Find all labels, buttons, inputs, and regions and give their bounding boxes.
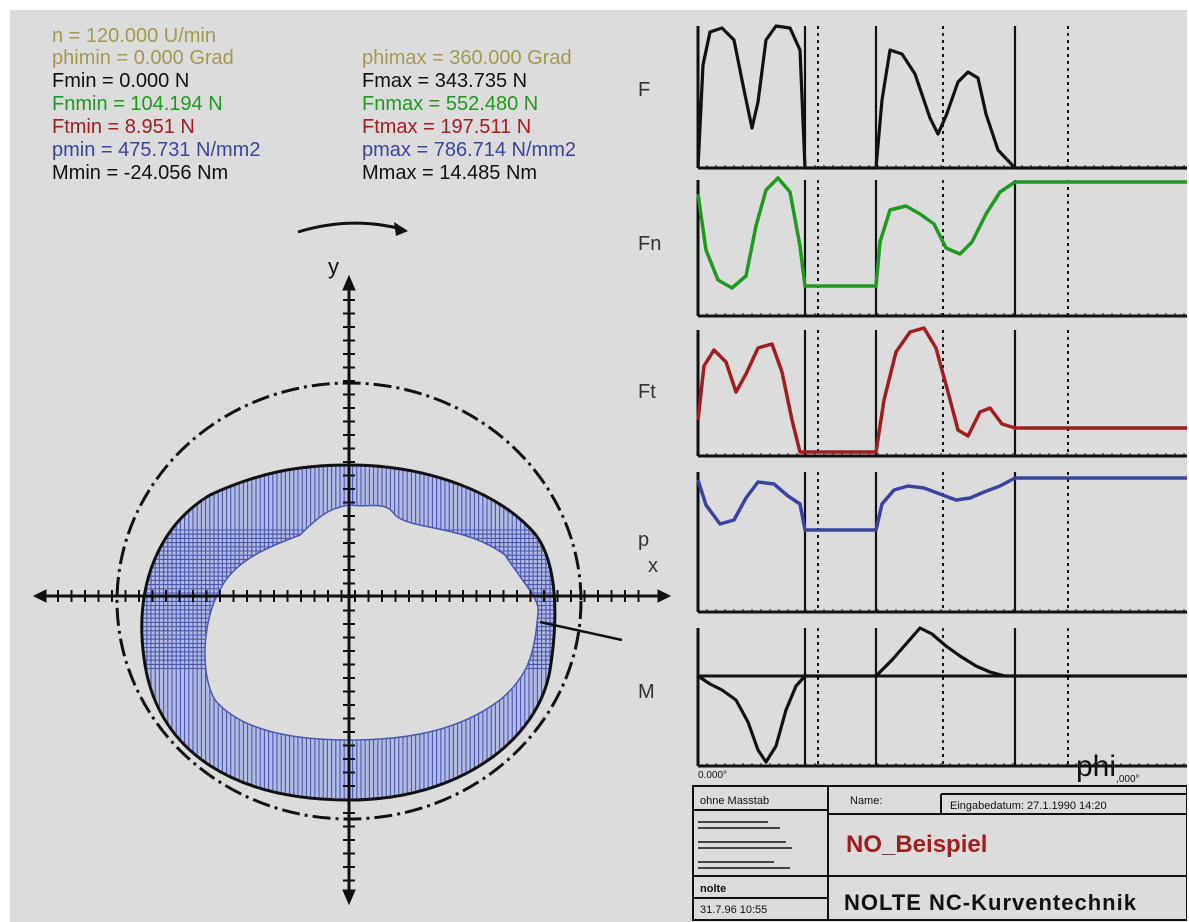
graph-label-x: x — [648, 555, 658, 577]
author-name: nolte — [700, 883, 726, 895]
mmax-value: Mmax = 14.485 Nm — [362, 162, 538, 184]
y-axis-label: y — [328, 254, 339, 279]
fnmin-value: Fnmin = 104.194 N — [52, 93, 223, 115]
graph-area — [696, 24, 1187, 768]
plot-p-curve — [696, 476, 1187, 532]
pmax-value: pmax = 786.714 N/mm2 — [362, 139, 576, 161]
mmin-value: Mmin = -24.056 Nm — [52, 162, 229, 184]
phi-label: phi,000° — [1076, 750, 1140, 785]
scale-text: ohne Masstab — [700, 795, 769, 807]
graph-label-m: M — [638, 681, 655, 703]
name-label: Name: — [850, 795, 882, 807]
title-block — [692, 785, 1187, 921]
drawing-svg: y F Fn Ft p x M 0.000° phi,000° — [32, 24, 1187, 921]
cam-axes — [32, 274, 672, 906]
phimax-value: phimax = 360.000 Grad — [362, 47, 572, 69]
fmax-value: Fmax = 343.735 N — [362, 70, 528, 92]
timestamp: 31.7.96 10:55 — [700, 904, 767, 916]
rotation-arrow — [297, 221, 408, 236]
fmin-value: Fmin = 0.000 N — [52, 70, 190, 92]
x-start-label: 0.000° — [698, 770, 727, 781]
plot-ft-curve — [696, 326, 1187, 454]
drawing-panel: n = 120.000 U/min phimin = 0.000 Grad Fm… — [10, 10, 1187, 922]
graph-label-p: p — [638, 529, 649, 551]
graph-label-ft: Ft — [638, 381, 656, 403]
date-label: Eingabedatum: 27.1.1990 14:20 — [950, 800, 1107, 812]
plot-f-curve — [696, 24, 1187, 170]
drawing-name: NO_Beispiel — [846, 831, 987, 858]
speed-value: n = 120.000 U/min — [52, 25, 216, 47]
phimin-value: phimin = 0.000 Grad — [52, 47, 234, 69]
graph-label-f: F — [638, 79, 650, 101]
plot-fn-curve — [696, 176, 1187, 290]
ftmin-value: Ftmin = 8.951 N — [52, 116, 195, 138]
pmin-value: pmin = 475.731 N/mm2 — [52, 139, 261, 161]
force-direction-line — [539, 620, 623, 642]
fnmax-value: Fnmax = 552.480 N — [362, 93, 539, 115]
company-name: NOLTE NC-Kurventechnik — [844, 890, 1137, 915]
scribble-notes — [698, 821, 792, 869]
plot-m-curve — [697, 626, 1187, 764]
graph-label-fn: Fn — [638, 233, 661, 255]
ftmax-value: Ftmax = 197.511 N — [362, 116, 532, 138]
